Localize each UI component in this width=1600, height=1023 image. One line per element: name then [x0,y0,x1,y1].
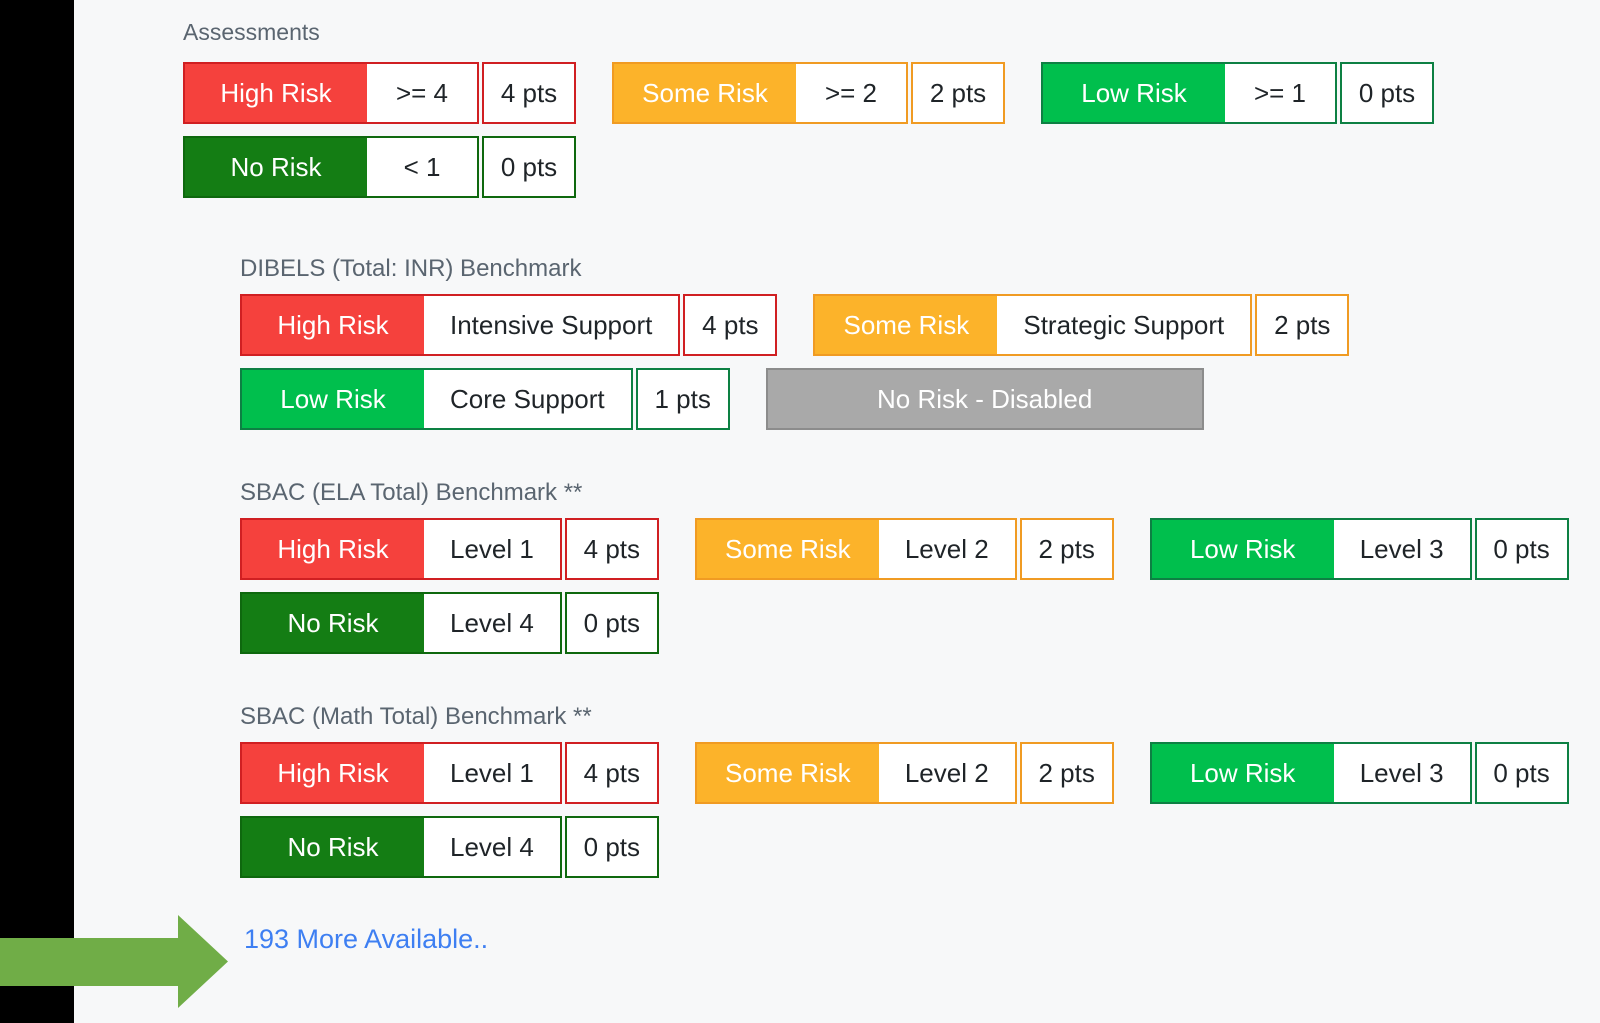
risk-badge: Low Risk Core Support 1 pts [240,368,730,430]
risk-points: 2 pts [1019,742,1114,804]
risk-points: 4 pts [564,518,659,580]
risk-points: 2 pts [911,62,1005,124]
risk-points: 2 pts [1019,518,1114,580]
risk-label: Low Risk [242,370,424,428]
risk-points: 2 pts [1255,294,1350,356]
risk-label: Some Risk [696,520,879,578]
risk-badge-main-box: High Risk Level 1 [240,518,562,580]
risk-points: 4 pts [683,294,778,356]
risk-label: Some Risk [815,296,998,354]
risk-label: Some Risk [696,744,879,802]
benchmark-group: SBAC (Math Total) Benchmark ** High Risk L… [240,702,1600,878]
risk-label: Low Risk [1043,64,1225,122]
risk-value: Level 2 [878,744,1015,802]
risk-badge-main-box: Some Risk Strategic Support [813,294,1253,356]
risk-points: 4 pts [564,742,659,804]
risk-value: Level 1 [424,520,560,578]
risk-badge-main-box: High Risk >= 4 [183,62,479,124]
risk-badge-main-box: Low Risk Level 3 [1149,518,1472,580]
risk-label: No Risk [242,818,424,876]
risk-points: 0 pts [564,816,659,878]
risk-badge-main-box: No Risk Level 4 [240,816,562,878]
risk-label: Some Risk [614,64,796,122]
page-title: Assessments [183,19,320,45]
risk-value: Level 3 [1333,744,1470,802]
risk-badge-main-box: Low Risk Level 3 [1149,742,1472,804]
risk-badge-main-box: High Risk Intensive Support [240,294,681,356]
risk-badge: High Risk Intensive Support 4 pts [240,294,778,356]
risk-value: >= 4 [367,64,477,122]
risk-value: < 1 [367,138,477,196]
risk-badge-main-box: Some Risk >= 2 [612,62,908,124]
risk-points: 0 pts [482,136,576,198]
risk-points: 0 pts [1474,518,1569,580]
risk-points: 0 pts [1474,742,1569,804]
risk-points: 0 pts [564,592,659,654]
more-available-row: 193 More Available.. [244,924,1600,955]
risk-badge-disabled: No Risk - Disabled [765,368,1204,430]
risk-badge: Some Risk Strategic Support 2 pts [813,294,1350,356]
badge-row: Low Risk Core Support 1 pts No Risk - Disab… [240,368,1600,430]
risk-badge-main-box: Some Risk Level 2 [694,518,1017,580]
benchmark-title: SBAC (Math Total) Benchmark ** [240,703,592,730]
benchmark-group: SBAC (ELA Total) Benchmark ** High Risk Le… [240,478,1600,654]
risk-value: Level 3 [1333,520,1470,578]
risk-badge-main-box: Some Risk Level 2 [694,742,1017,804]
risk-value: Core Support [424,370,631,428]
risk-label: High Risk [242,520,424,578]
benchmark-groups: DIBELS (Total: INR) Benchmark High Risk In… [74,254,1600,878]
risk-value: Level 2 [878,520,1015,578]
risk-label: High Risk [242,296,424,354]
risk-value: Level 4 [424,818,560,876]
risk-value: >= 1 [1225,64,1335,122]
badge-row: High Risk Intensive Support 4 pts Some Risk… [240,294,1600,356]
more-available-link[interactable]: 193 More Available.. [244,924,489,954]
risk-value: Strategic Support [997,296,1251,354]
risk-label: No Risk [242,594,424,652]
risk-label: High Risk [242,744,424,802]
risk-badge-main-box: Low Risk >= 1 [1041,62,1337,124]
risk-points: 0 pts [1340,62,1434,124]
risk-points: 4 pts [482,62,576,124]
arrow-shape [0,915,228,1008]
risk-label: Low Risk [1151,744,1334,802]
risk-badge-main-box: High Risk Level 1 [240,742,562,804]
green-arrow-annotation-icon [0,915,228,1008]
benchmark-group: DIBELS (Total: INR) Benchmark High Risk In… [240,254,1600,430]
risk-value: Intensive Support [424,296,679,354]
risk-badge-main-box: No Risk < 1 [183,136,479,198]
left-black-sidebar [0,0,74,1023]
risk-value: Level 1 [424,744,560,802]
benchmark-title: SBAC (ELA Total) Benchmark ** [240,479,583,506]
risk-points: 1 pts [635,368,730,430]
risk-label: Low Risk [1151,520,1334,578]
risk-value: Level 4 [424,594,560,652]
risk-label: No Risk [185,138,367,196]
risk-badge-main-box: Low Risk Core Support [240,368,633,430]
risk-value: >= 2 [796,64,906,122]
benchmark-title: DIBELS (Total: INR) Benchmark [240,255,582,282]
risk-label: High Risk [185,64,367,122]
risk-badge-main-box: No Risk Level 4 [240,592,562,654]
